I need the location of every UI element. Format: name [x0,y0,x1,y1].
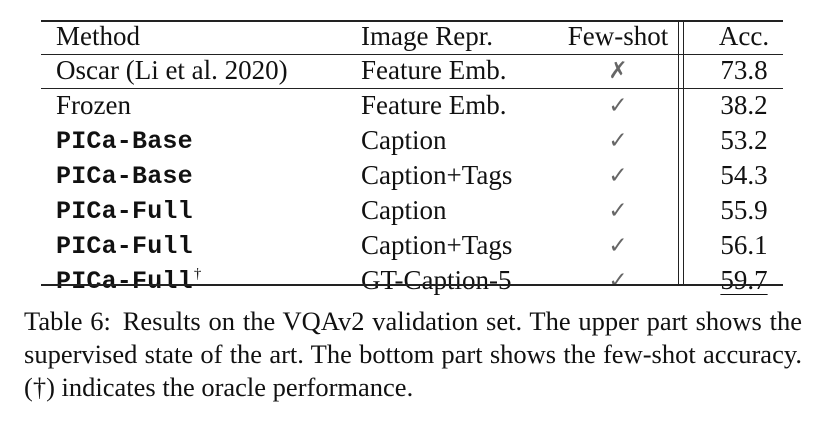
few-shot-cell: ✓ [546,123,690,158]
few-shot-cell: ✓ [546,228,690,263]
method-cell: PICa-Full [41,193,361,228]
table-header-row: Method Image Repr. Few-shot Acc. [41,20,798,53]
method-name: PICa-Full [56,232,193,261]
table-row-pica-base-caption-tags: PICa-Base Caption+Tags ✓ 54.3 [41,158,798,193]
table-row-pica-full-caption-tags: PICa-Full Caption+Tags ✓ 56.1 [41,228,798,263]
caption-label: Table 6: [24,306,111,336]
column-divider-left [678,20,679,286]
cross-mark-icon: ✗ [608,58,628,84]
accuracy-cell: 55.9 [720,195,768,225]
top-rule [41,20,783,22]
table-row-oscar: Oscar (Li et al. 2020) Feature Emb. ✗ 73… [41,53,798,88]
check-mark-icon: ✓ [608,268,628,294]
few-shot-cell: ✓ [546,158,690,193]
method-cell: PICa-Base [41,123,361,158]
image-repr-cell: Feature Emb. [361,90,507,120]
check-mark-icon: ✓ [608,163,628,189]
accuracy-cell: 53.2 [720,125,768,155]
accuracy-cell: 54.3 [720,160,768,190]
method-cell: PICa-Full [41,228,361,263]
image-repr-cell: Caption+Tags [361,230,513,260]
bottom-rule [41,284,783,286]
image-repr-cell: Caption [361,125,447,155]
table-row-frozen: Frozen Feature Emb. ✓ 38.2 [41,88,798,123]
check-mark-icon: ✓ [608,93,628,119]
accuracy-cell: 38.2 [720,90,768,120]
method-cell: Frozen [56,90,131,120]
oracle-accuracy-value: 59.7 [720,265,768,295]
check-mark-icon: ✓ [608,233,628,259]
table-row-pica-full-caption: PICa-Full Caption ✓ 55.9 [41,193,798,228]
results-table: Method Image Repr. Few-shot Acc. Oscar (… [41,20,798,298]
few-shot-cell: ✗ [546,53,690,88]
column-divider-right [683,20,684,286]
image-repr-cell: Caption+Tags [361,160,513,190]
image-repr-cell: Caption [361,195,447,225]
accuracy-cell-oracle: 59.7 [690,263,798,298]
method-name: PICa-Base [56,127,193,156]
header-rule [41,54,783,55]
mid-rule [41,88,783,89]
method-cell: Oscar (Li et al. 2020) [56,55,288,85]
header-accuracy: Acc. [718,21,770,51]
caption-text: Results on the VQAv2 validation set. The… [24,306,803,402]
header-image-repr: Image Repr. [361,21,493,51]
accuracy-cell: 73.8 [720,55,768,85]
accuracy-cell-best: 56.1 [720,230,768,260]
image-repr-cell: GT-Caption-5 [361,265,512,295]
method-name: PICa-Full [56,267,193,296]
table-row-pica-base-caption: PICa-Base Caption ✓ 53.2 [41,123,798,158]
few-shot-cell: ✓ [546,88,690,123]
table-row-pica-full-oracle: PICa-Full† GT-Caption-5 ✓ 59.7 [41,263,798,298]
few-shot-cell: ✓ [546,193,690,228]
image-repr-cell: Feature Emb. [361,55,507,85]
method-cell: PICa-Full† [41,263,361,298]
check-mark-icon: ✓ [608,198,628,224]
header-few-shot: Few-shot [567,21,669,51]
method-name: PICa-Full [56,197,193,226]
method-name: PICa-Base [56,162,193,191]
dagger-symbol: † [193,266,202,282]
method-cell: PICa-Base [41,158,361,193]
header-method: Method [56,21,140,51]
check-mark-icon: ✓ [608,128,628,154]
results-table-container: Method Image Repr. Few-shot Acc. Oscar (… [41,20,783,296]
table-caption: Table 6: Results on the VQAv2 validation… [24,305,802,404]
few-shot-cell: ✓ [546,263,690,298]
